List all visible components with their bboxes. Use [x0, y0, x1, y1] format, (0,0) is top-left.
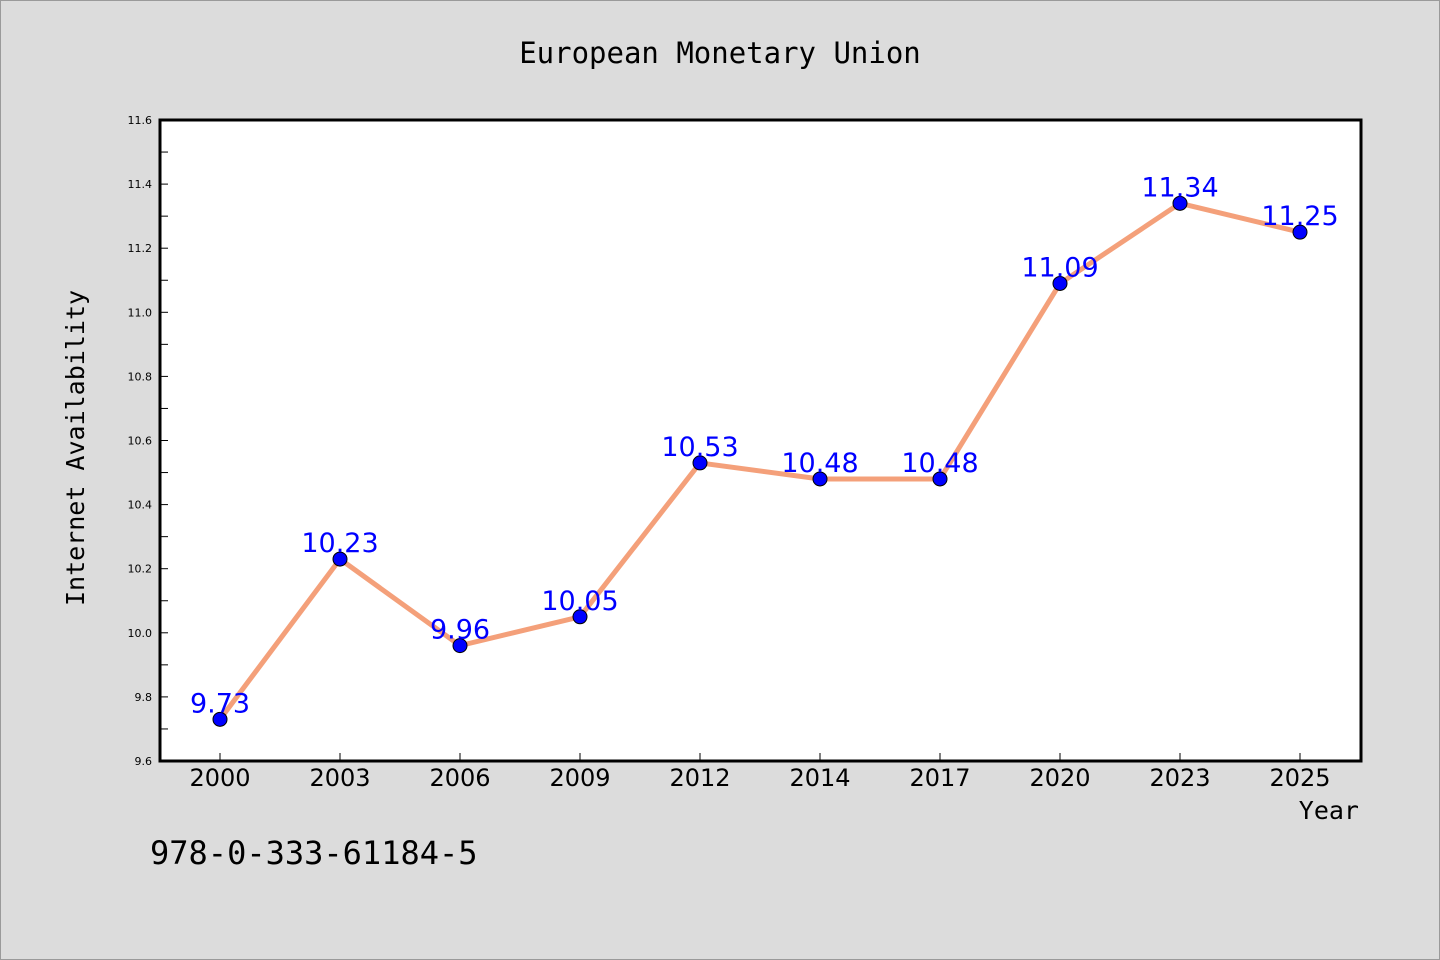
data-labels: 9.73 10.23 9.96 10.05 10.53 10.48 10.48 11.09 11…	[190, 172, 1339, 719]
plot-area	[158, 118, 1363, 763]
x-tick-label: 2017	[909, 764, 970, 792]
data-point	[1052, 275, 1068, 291]
x-tick-label: 2014	[789, 764, 850, 792]
data-point	[452, 638, 468, 654]
data-point	[692, 455, 708, 471]
x-tick-label: 2025	[1269, 764, 1330, 792]
x-tick-label: 2003	[309, 764, 370, 792]
x-tick-label: 2009	[549, 764, 610, 792]
data-label: 10.48	[901, 448, 978, 479]
data-label: 10.23	[301, 528, 378, 559]
y-tick-label: 9.8	[135, 691, 153, 704]
data-point	[332, 551, 348, 567]
y-tick-label: 9.6	[135, 755, 153, 768]
data-label: 11.09	[1021, 252, 1098, 283]
y-tick-label: 11.2	[128, 242, 153, 255]
y-tick-label: 11.0	[128, 306, 153, 319]
data-label: 11.25	[1261, 201, 1338, 232]
y-tick-label: 10.6	[128, 435, 153, 448]
y-tick-label: 10.2	[128, 563, 153, 576]
data-markers	[212, 195, 1308, 727]
y-axis: 9.6 9.8 10.0 10.2 10.4 10.6 10.8 11.0 11.2 11.4 11…	[128, 114, 168, 768]
x-tick-label: 2000	[189, 764, 250, 792]
chart-title: European Monetary Union	[519, 36, 921, 70]
x-axis: 2000 2003 2006 2009 2012 2014 2017 2020 2023 2025	[189, 753, 1331, 792]
x-tick-label: 2023	[1149, 764, 1210, 792]
data-label: 9.96	[430, 615, 490, 646]
data-label: 10.05	[541, 586, 618, 617]
data-point	[812, 471, 828, 487]
x-tick-label: 2006	[429, 764, 490, 792]
y-tick-label: 11.6	[128, 114, 153, 127]
y-axis-label: Internet Availability	[61, 290, 90, 606]
y-tick-label: 10.4	[128, 499, 153, 512]
x-axis-label: Year	[1299, 796, 1359, 825]
data-label: 10.53	[661, 432, 738, 463]
data-label: 11.34	[1141, 172, 1218, 203]
data-point	[1172, 195, 1188, 211]
data-point	[932, 471, 948, 487]
y-tick-label: 11.4	[128, 178, 153, 191]
data-point	[1292, 224, 1308, 240]
x-tick-label: 2012	[669, 764, 730, 792]
data-point	[212, 711, 228, 727]
series-line	[217, 200, 1303, 722]
y-tick-label: 10.0	[128, 627, 153, 640]
x-tick-label: 2020	[1029, 764, 1090, 792]
y-tick-label: 10.8	[128, 370, 153, 383]
data-label: 9.73	[190, 688, 250, 719]
data-point	[572, 609, 588, 625]
isbn-text: 978-0-333-61184-5	[150, 834, 478, 872]
data-label: 10.48	[781, 448, 858, 479]
